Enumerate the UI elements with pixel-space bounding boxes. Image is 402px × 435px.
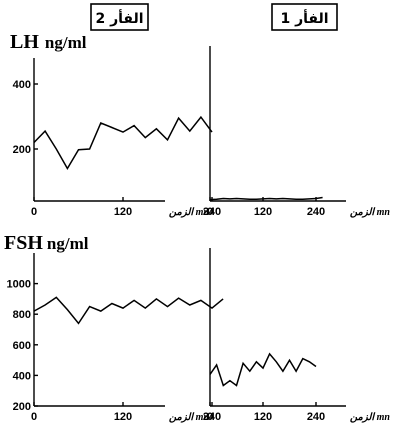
fsh-name: FSH: [4, 232, 43, 254]
lh-rat1-x-axis-label: الزمن mn: [350, 207, 391, 218]
fsh-rat1-x-axis-label: الزمن mn: [350, 412, 391, 423]
fsh-rat2-x-tick-label: 240: [203, 411, 221, 423]
fsh-rat1-series-line: [209, 352, 317, 387]
fsh-hormone-label: FSH ng/ml: [4, 232, 89, 254]
fsh-rat1-chart: 0 120 240 الزمن mn: [207, 248, 390, 423]
lh-rat2-y-tick-label: 200: [13, 144, 31, 156]
rat2-header: الفأر 2: [90, 3, 149, 31]
fsh-rat2-y-tick-label: 800: [13, 309, 31, 321]
lh-rat1-chart: 0 120 240 الزمن mn: [207, 46, 390, 218]
lh-rat1-x-tick-label: 240: [307, 206, 325, 218]
lh-name: LH: [10, 31, 39, 53]
rat2-header-box: [90, 3, 149, 31]
fsh-rat1-x-tick-label: 0: [207, 411, 213, 423]
lh-rat1-x-tick-label: 0: [207, 206, 213, 218]
fsh-rat2-y-tick-label: 400: [13, 370, 31, 382]
lh-hormone-label: LH ng/ml: [10, 31, 87, 53]
lh-rat2-y-tick-label: 400: [13, 79, 31, 91]
fsh-rat2-y-tick-label: 600: [13, 340, 31, 352]
rat1-header: الفأر 1: [271, 3, 338, 31]
fsh-rat2-x-axis-label: الزمن mn: [169, 412, 210, 423]
lh-rat2-x-tick-label: 120: [114, 206, 132, 218]
fsh-rat2-x-tick-label: 120: [114, 411, 132, 423]
rat1-header-text: الفأر 1: [280, 9, 328, 27]
lh-rat2-x-axis-label: الزمن mn: [169, 207, 210, 218]
fsh-rat2-series-line: [33, 296, 224, 325]
rat2-header-text: الفأر 2: [95, 9, 143, 27]
rat1-header-box: [271, 3, 338, 31]
lh-rat2-x-tick-label: 240: [203, 206, 221, 218]
fsh-rat1-x-tick-label: 240: [307, 411, 325, 423]
lh-rat1-x-tick-label: 120: [254, 206, 272, 218]
fsh-rat2-y-tick-label: 1000: [7, 279, 31, 291]
lh-unit: ng/ml: [45, 33, 87, 52]
fsh-unit: ng/ml: [47, 234, 89, 253]
lh-rat2-series-line: [33, 115, 213, 170]
fsh-rat1-x-tick-label: 120: [254, 411, 272, 423]
lh-rat2-x-tick-label: 0: [31, 206, 37, 218]
lh-rat1-series-line: [209, 196, 323, 201]
fsh-rat2-y-tick-label: 200: [13, 401, 31, 413]
fsh-rat2-x-tick-label: 0: [31, 411, 37, 423]
